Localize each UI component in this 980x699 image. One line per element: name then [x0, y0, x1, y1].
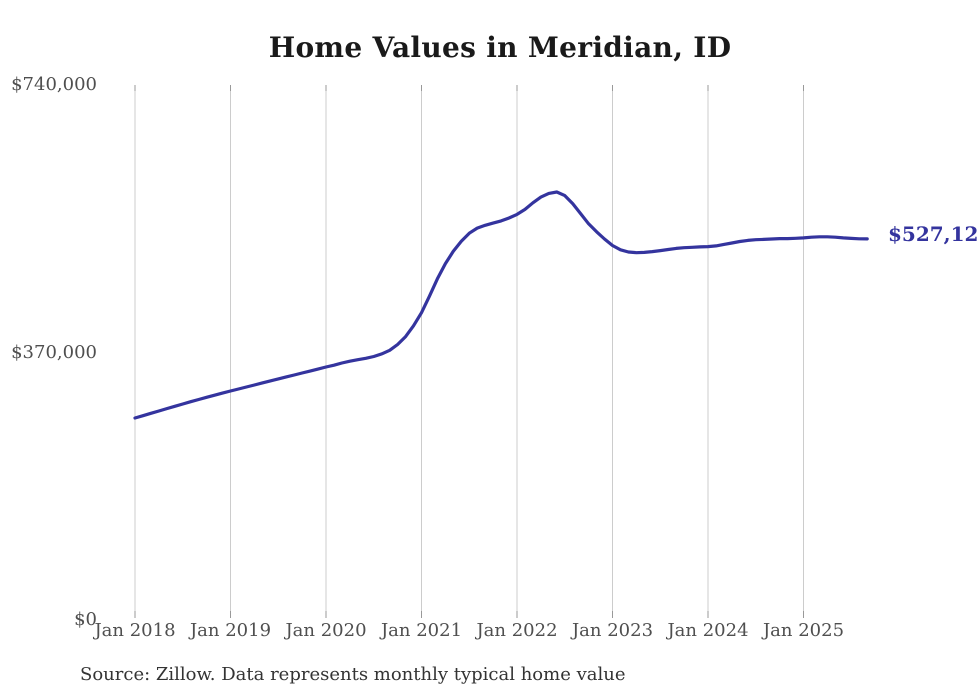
x-axis-tick-label: Jan 2024	[667, 620, 749, 641]
y-axis-tick-label: $370,000	[11, 341, 97, 363]
x-axis-tick-label: Jan 2020	[285, 620, 367, 641]
x-axis-tick-label: Jan 2023	[571, 620, 654, 641]
x-axis-tick-label: Jan 2025	[762, 620, 845, 641]
source-note: Source: Zillow. Data represents monthly …	[80, 664, 626, 685]
home-value-line	[133, 190, 869, 420]
chart-title: Home Values in Meridian, ID	[268, 31, 732, 64]
y-axis-tick-label: $740,000	[11, 74, 97, 95]
x-axis-tick-label: Jan 2018	[94, 620, 176, 641]
latest-value-label: $527,127	[888, 222, 980, 246]
x-axis-tick-label: Jan 2022	[476, 620, 558, 641]
x-axis-tick-label: Jan 2021	[380, 620, 463, 641]
x-axis-tick-label: Jan 2019	[189, 620, 272, 641]
y-axis-tick-label: $0	[74, 609, 97, 630]
